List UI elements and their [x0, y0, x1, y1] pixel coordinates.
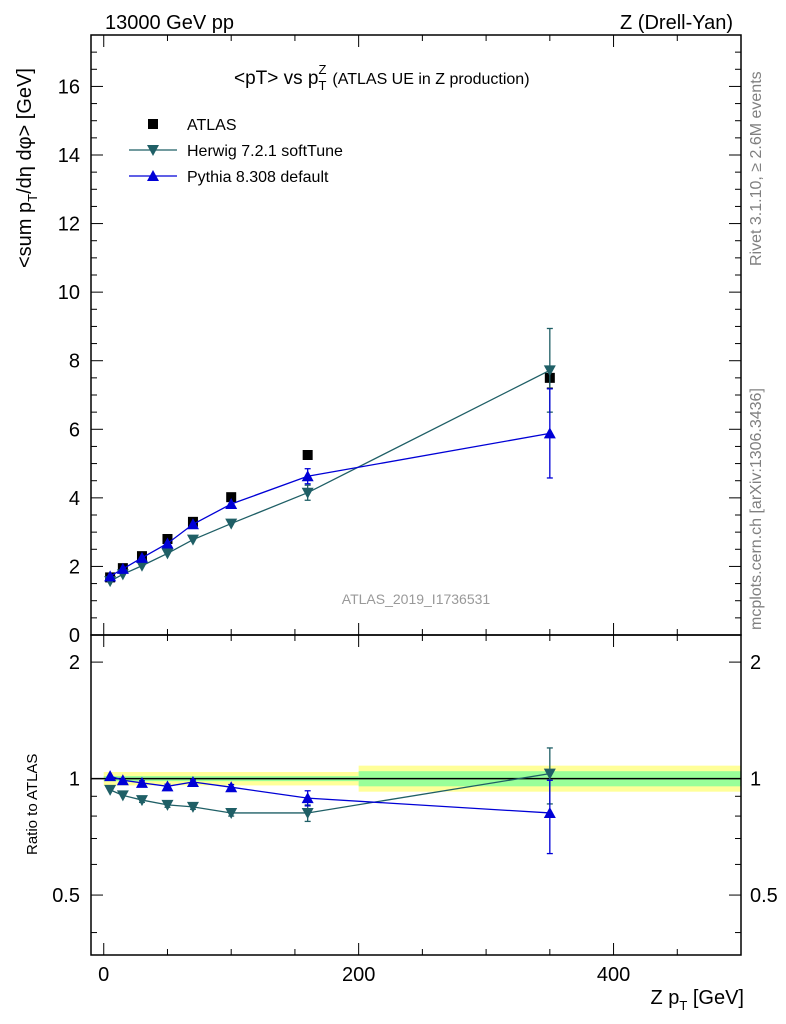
x-axis-label-unit: [GeV]: [687, 987, 744, 1009]
chart-title: <pT> vs pZ T (ATLAS UE in Z production): [234, 62, 530, 93]
herwig-7-2-1-softtune-point: [135, 560, 148, 572]
herwig-7-2-1-softtune-ratio-point: [225, 807, 238, 819]
header-right: Z (Drell-Yan): [620, 12, 733, 34]
ratio-tick-label: 2: [750, 652, 761, 674]
pythia-8-308-default-point: [161, 537, 174, 549]
ratio-tick-label: 1: [69, 769, 80, 791]
x-tick-label: 0: [98, 964, 109, 986]
legend-marker-atlas: [148, 119, 158, 129]
mcplots-note: mcplots.cern.ch [arXiv:1306.3436]: [748, 388, 765, 630]
pythia-8-308-default-point: [186, 518, 199, 530]
pythia-8-308-default-ratio-point: [161, 780, 174, 792]
y-tick-label: 8: [69, 351, 80, 373]
pythia-8-308-default-ratio-point: [186, 775, 199, 787]
herwig-7-2-1-softtune-ratio-point: [543, 768, 556, 780]
pythia-8-308-default-ratio-point: [104, 770, 117, 782]
herwig-7-2-1-softtune-point: [161, 548, 174, 560]
chart-title-main: <pT> vs p: [234, 68, 319, 89]
x-axis-label-main: Z p: [650, 987, 679, 1009]
pythia-8-308-default-ratio-point: [116, 774, 129, 786]
ratio-uncertainty-bands: [91, 765, 741, 792]
atlas-point: [226, 492, 237, 503]
y-axis-label-post: /dη dφ> [GeV]: [14, 68, 36, 194]
herwig-7-2-1-softtune-ratio-point: [135, 795, 148, 807]
pythia-8-308-default-point: [543, 427, 556, 439]
pythia-8-308-default-ratio-point: [135, 776, 148, 788]
herwig-7-2-1-softtune-ratio-line: [109, 772, 550, 814]
herwig-7-2-1-softtune-ratio-point: [186, 801, 199, 813]
ratio-axis-label: Ratio to ATLAS: [24, 754, 41, 855]
y-tick-label: 12: [58, 214, 80, 236]
legend-label-pythia-8-308-default: Pythia 8.308 default: [187, 169, 329, 186]
herwig-7-2-1-softtune-point: [225, 518, 238, 530]
legend-label-atlas: ATLAS: [187, 117, 237, 134]
pythia-8-308-default-point: [301, 470, 314, 482]
y-tick-label: 4: [69, 488, 80, 510]
legend-marker-pythia-8-308-default: [147, 170, 159, 181]
herwig-7-2-1-softtune-ratio-point: [104, 784, 117, 796]
y-tick-label: 10: [58, 282, 80, 304]
pythia-8-308-default-point: [116, 562, 129, 574]
header-left: 13000 GeV pp: [105, 12, 234, 34]
herwig-7-2-1-softtune-point: [543, 365, 556, 377]
analysis-watermark: ATLAS_2019_I1736531: [342, 591, 491, 607]
y-tick-label: 14: [58, 145, 80, 167]
data-series: [104, 327, 556, 855]
herwig-7-2-1-softtune-ratio-point: [161, 799, 174, 811]
ratio-tick-label: 2: [69, 652, 80, 674]
atlas-point: [302, 450, 313, 460]
y-axis-label: <sum pT/dη dφ> [GeV]: [14, 68, 40, 268]
herwig-7-2-1-softtune-point: [186, 534, 199, 546]
rivet-note: Rivet 3.1.10, ≥ 2.6M events: [748, 71, 765, 266]
chart-title-sub: T: [318, 78, 326, 93]
y-tick-label: 16: [58, 76, 80, 98]
y-tick-label: 2: [69, 556, 80, 578]
ratio-tick-label: 0.5: [750, 885, 778, 907]
x-axis-label: Z pT [GeV]: [650, 987, 744, 1013]
x-axis-label-sub: T: [679, 998, 687, 1013]
ratio-frame: [90, 634, 742, 956]
herwig-7-2-1-softtune-ratio-point: [301, 807, 314, 819]
ratio-tick-label: 1: [750, 769, 761, 791]
herwig-7-2-1-softtune-ratio-point: [116, 790, 129, 802]
x-tick-label: 400: [597, 964, 630, 986]
y-tick-label: 6: [69, 419, 80, 441]
herwig-7-2-1-softtune-line: [109, 369, 551, 582]
pythia-8-308-default-point: [135, 551, 148, 563]
pythia-8-308-default-ratio-point: [301, 792, 314, 804]
chart-title-sup: Z: [319, 62, 327, 77]
pythia-8-308-default-point: [225, 498, 238, 510]
y-axis-label-sub: T: [25, 194, 40, 202]
pythia-8-308-default-point: [104, 570, 117, 582]
x-tick-label: 200: [342, 964, 375, 986]
pythia-8-308-default-ratio-point: [225, 781, 238, 793]
herwig-7-2-1-softtune-point: [301, 487, 314, 499]
y-tick-label: 0: [69, 625, 80, 647]
pythia-8-308-default-line: [109, 432, 550, 577]
legend-marker-herwig-7-2-1-softtune: [147, 145, 159, 156]
legend: ATLAS Herwig 7.2.1 softTune Pythia 8.308 d…: [129, 117, 343, 186]
chart-title-paren: (ATLAS UE in Z production): [332, 71, 529, 88]
y-axis-label-pre: <sum p: [14, 202, 36, 268]
legend-label-herwig-7-2-1-softtune: Herwig 7.2.1 softTune: [187, 143, 343, 160]
ratio-tick-label: 0.5: [52, 885, 80, 907]
pythia-8-308-default-ratio-point: [543, 806, 556, 818]
